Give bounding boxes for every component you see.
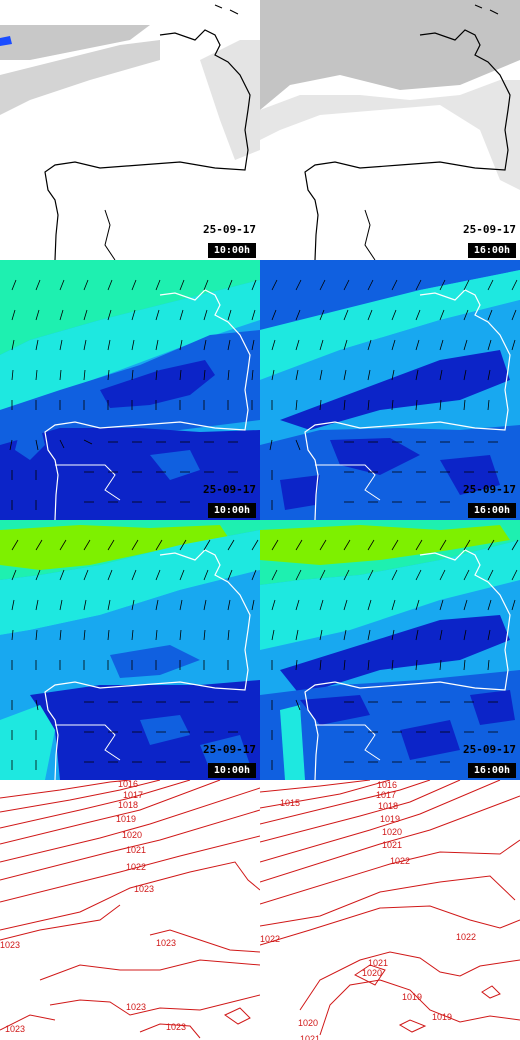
timestamp: 25-09-17 16:00h (463, 743, 516, 778)
cloud-map-panel-1000: 25-09-17 10:00h (0, 0, 260, 260)
isobar-label: 1023 (134, 884, 154, 894)
isobar-label: 1018 (378, 801, 398, 811)
isobar-label: 1017 (123, 790, 143, 800)
hour-label: 16:00h (467, 243, 516, 258)
hour-label: 10:00h (207, 243, 256, 258)
isobar-label: 1016 (118, 780, 138, 789)
isobar-label: 1021 (300, 1034, 320, 1040)
pressure-map-panel-right: 1015 1016 1017 1018 1019 1020 1021 1022 … (260, 780, 520, 1040)
isobar-label: 1021 (126, 845, 146, 855)
isobar-label: 1022 (456, 932, 476, 942)
hour-label: 10:00h (207, 763, 256, 778)
hour-label: 16:00h (467, 503, 516, 518)
isobar-label: 1020 (362, 968, 382, 978)
date-label: 25-09-17 (463, 483, 516, 496)
date-label: 25-09-17 (203, 743, 256, 756)
wind-map (260, 260, 520, 520)
isobar-label: 1020 (382, 827, 402, 837)
isobar-label: 1015 (280, 798, 300, 808)
isobar-label: 1022 (126, 862, 146, 872)
date-label: 25-09-17 (463, 223, 516, 236)
isobar-label: 1023 (156, 938, 176, 948)
isobar-label: 1023 (126, 1002, 146, 1012)
wind-map (260, 520, 520, 780)
isobar-label: 1023 (166, 1022, 186, 1032)
timestamp: 25-09-17 10:00h (203, 223, 256, 258)
isobar-map: 1016 1017 1018 1019 1020 1021 1022 1023 … (0, 780, 260, 1040)
isobar-label: 1021 (368, 958, 388, 968)
cloud-map-panel-1600: 25-09-17 16:00h (260, 0, 520, 260)
wind-map-panel-high-1600: 25-09-17 16:00h (260, 520, 520, 780)
cloud-map (260, 0, 520, 260)
isobar-label: 1022 (390, 856, 410, 866)
timestamp: 25-09-17 10:00h (203, 483, 256, 518)
pressure-map-panel-left: 1016 1017 1018 1019 1020 1021 1022 1023 … (0, 780, 260, 1040)
hour-label: 10:00h (207, 503, 256, 518)
isobar-label: 1020 (298, 1018, 318, 1028)
isobar-label: 1018 (118, 800, 138, 810)
timestamp: 25-09-17 16:00h (463, 483, 516, 518)
isobar-label: 1019 (380, 814, 400, 824)
isobar-label: 1019 (402, 992, 422, 1002)
wind-map (0, 260, 260, 520)
isobar-label: 1019 (432, 1012, 452, 1022)
isobar-label: 1022 (260, 934, 280, 944)
wind-arrows (271, 539, 519, 770)
timestamp: 25-09-17 16:00h (463, 223, 516, 258)
wind-arrows (269, 279, 518, 510)
isobar-label: 1023 (0, 940, 20, 950)
isobar-label: 1017 (376, 790, 396, 800)
wind-arrows (9, 279, 257, 510)
isobar-label: 1023 (5, 1024, 25, 1034)
isobar-label: 1019 (116, 814, 136, 824)
wind-map-panel-low-1000: 25-09-17 10:00h (0, 260, 260, 520)
wind-map-panel-low-1600: 25-09-17 16:00h (260, 260, 520, 520)
timestamp: 25-09-17 10:00h (203, 743, 256, 778)
wind-map (0, 520, 260, 780)
date-label: 25-09-17 (203, 223, 256, 236)
isobar-map: 1015 1016 1017 1018 1019 1020 1021 1022 … (260, 780, 520, 1040)
wind-arrows (11, 539, 259, 770)
date-label: 25-09-17 (463, 743, 516, 756)
wind-map-panel-high-1000: 25-09-17 10:00h (0, 520, 260, 780)
isobar-label: 1020 (122, 830, 142, 840)
isobar-label: 1021 (382, 840, 402, 850)
hour-label: 16:00h (467, 763, 516, 778)
date-label: 25-09-17 (203, 483, 256, 496)
cloud-map (0, 0, 260, 260)
isobar-label: 1016 (377, 780, 397, 790)
